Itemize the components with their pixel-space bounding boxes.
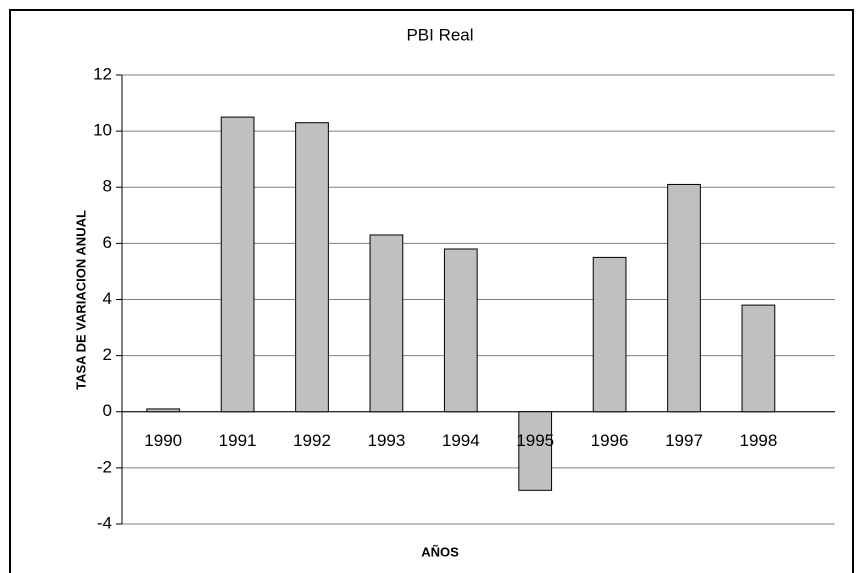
y-tick-label: -2 <box>97 457 112 476</box>
x-tick-label: 1998 <box>739 431 777 450</box>
bar <box>220 116 255 413</box>
x-tick-label: 1990 <box>144 431 182 450</box>
y-tick-label: 0 <box>103 401 112 420</box>
y-axis-label: TASA DE VARIACION ANUAL <box>73 210 88 390</box>
y-tick-label: 2 <box>103 345 112 364</box>
chart-title: PBI Real <box>406 25 473 44</box>
bar <box>295 122 329 413</box>
x-tick-label: 1993 <box>367 431 405 450</box>
y-tick-label: 4 <box>103 289 112 308</box>
x-tick-label: 1992 <box>293 431 331 450</box>
y-tick-label: -4 <box>97 513 112 532</box>
bar <box>443 248 478 413</box>
x-axis-label: AÑOS <box>421 544 459 559</box>
bar <box>146 408 181 413</box>
x-tick-label: 1994 <box>442 431 480 450</box>
y-tick-label: 12 <box>93 64 112 83</box>
x-tick-label: 1996 <box>591 431 629 450</box>
bar <box>741 304 776 413</box>
y-tick-label: 6 <box>103 233 112 252</box>
bar <box>369 234 404 413</box>
bar <box>667 183 701 413</box>
y-tick-label: 8 <box>103 177 112 196</box>
y-tick-label: 10 <box>93 121 112 140</box>
frame <box>9 9 854 573</box>
bar <box>592 256 627 413</box>
x-tick-label: 1997 <box>665 431 703 450</box>
bar <box>518 411 553 491</box>
x-tick-label: 1991 <box>219 431 257 450</box>
x-tick-label: 1995 <box>516 431 554 450</box>
